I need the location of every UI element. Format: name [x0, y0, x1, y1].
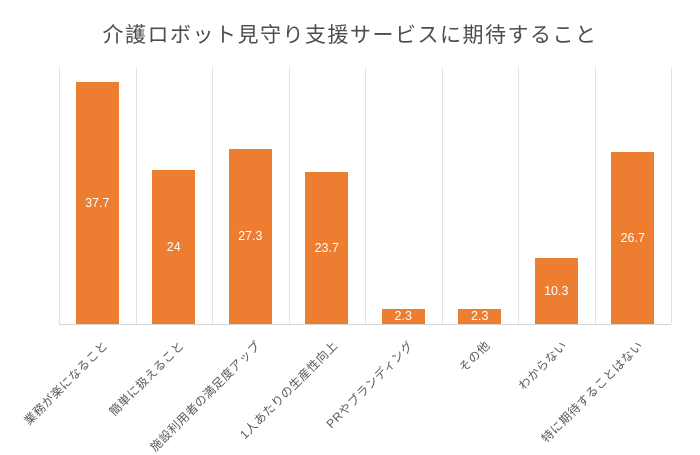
gridline [671, 67, 672, 324]
x-axis-category-label: 簡単に扱えること [106, 338, 188, 419]
gridline [135, 67, 137, 324]
bar-value-label: 26.7 [620, 230, 645, 245]
bar-value-label: 37.7 [85, 195, 110, 210]
chart-title: 介護ロボット見守り支援サービスに期待すること [102, 24, 598, 47]
bar: 24 [152, 169, 196, 324]
bar-value-label: 10.3 [544, 283, 569, 298]
bar-value-label: 24 [166, 239, 181, 254]
x-axis-line [59, 324, 671, 325]
x-axis-category-label: 業務が楽になること [21, 338, 111, 428]
gridline [365, 67, 366, 324]
gridline [288, 67, 290, 324]
gridline [518, 67, 519, 324]
gridline [441, 67, 443, 324]
bar-value-label: 2.3 [471, 309, 489, 324]
bar: 2.3 [458, 309, 502, 324]
bar: 26.7 [611, 152, 655, 324]
bar-value-label: 27.3 [238, 229, 263, 244]
x-axis-category-label: その他 [456, 338, 494, 375]
bar: 2.3 [381, 309, 425, 324]
bar-value-label: 23.7 [314, 240, 339, 255]
bar: 37.7 [75, 81, 119, 324]
gridline [594, 67, 596, 324]
x-axis-category-label: わからない [515, 338, 570, 393]
bar: 23.7 [305, 171, 349, 324]
gridline [59, 67, 60, 324]
bar-value-label: 2.3 [394, 309, 412, 324]
bar: 10.3 [534, 257, 578, 324]
gridline [212, 67, 213, 324]
bar: 27.3 [228, 148, 272, 324]
